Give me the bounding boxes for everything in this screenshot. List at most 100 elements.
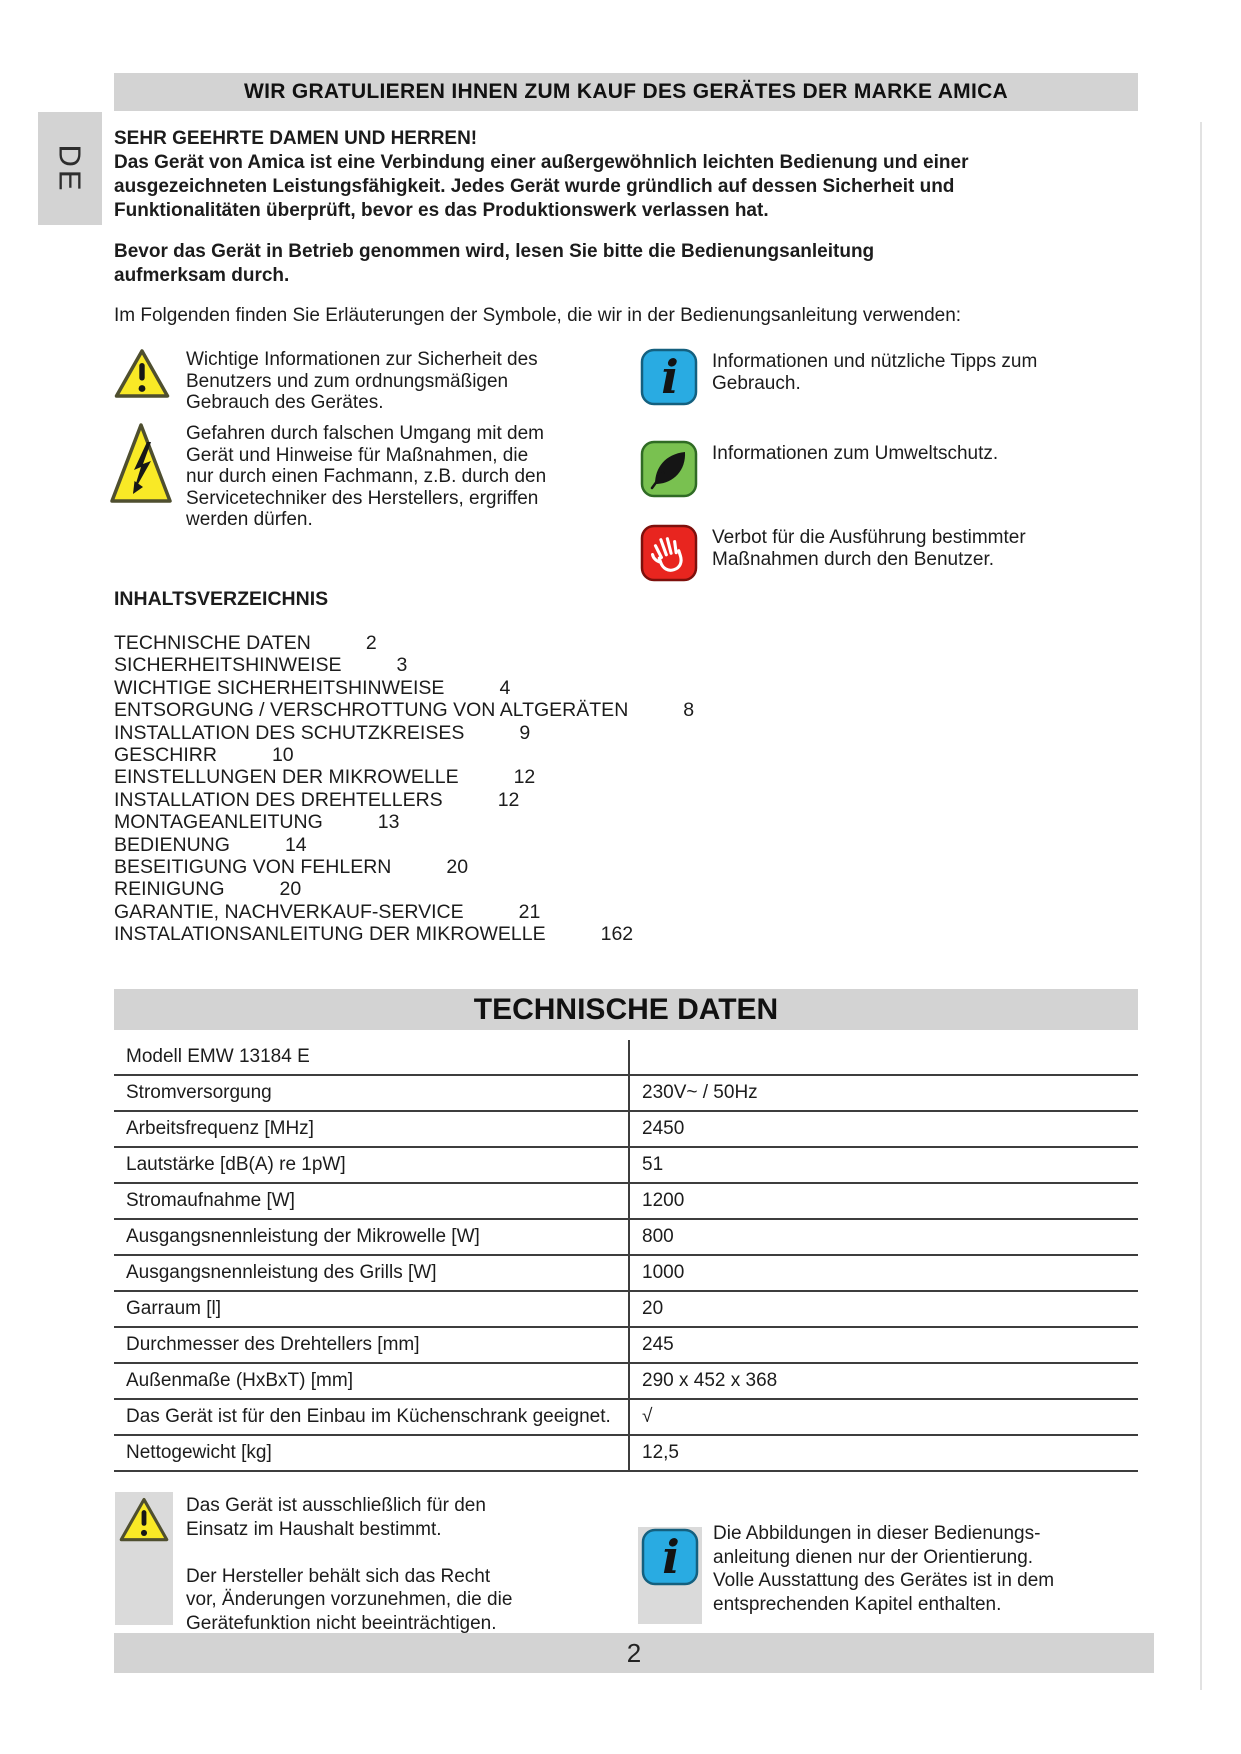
table-row: Durchmesser des Drehtellers [mm] 245: [114, 1328, 1138, 1364]
toc-item-label: EINSTELLUNGEN DER MIKROWELLE: [114, 766, 459, 789]
table-row-value: 230V~ / 50Hz: [628, 1076, 1138, 1110]
legend-text: Informationen zum Umweltschutz.: [712, 443, 999, 464]
toc-heading: INHALTSVERZEICHNIS: [114, 588, 329, 610]
table-row-label: Durchmesser des Drehtellers [mm]: [126, 1334, 420, 1355]
toc-item-label: ENTSORGUNG / VERSCHROTTUNG VON ALTGERÄTE…: [114, 699, 629, 722]
stop-hand-icon: [640, 524, 698, 587]
toc-item: EINSTELLUNGEN DER MIKROWELLE 12: [114, 766, 694, 788]
info-icon: i: [641, 1528, 699, 1591]
toc-item-label: GESCHIRR: [114, 744, 217, 767]
toc-item: BEDIENUNG 14: [114, 834, 694, 856]
table-row-label: Lautstärke [dB(A) re 1pW]: [126, 1154, 346, 1175]
toc-item-label: TECHNISCHE DATEN: [114, 632, 311, 654]
toc-item-label: WICHTIGE SICHERHEITSHINWEISE: [114, 676, 445, 699]
svg-text:i: i: [662, 1530, 679, 1584]
table-row-label: Stromaufnahme [W]: [126, 1190, 295, 1211]
legend-text: Verbot für die Ausführung bestimmter Maß…: [712, 527, 1026, 570]
intro-paragraph: Das Gerät von Amica ist eine Verbindung …: [114, 152, 969, 221]
toc-item-page: 12: [497, 788, 520, 811]
toc-item-label: GARANTIE, NACHVERKAUF-SERVICE: [114, 900, 464, 923]
toc-item-page: 4: [499, 676, 511, 699]
toc-item-page: 14: [284, 833, 307, 856]
toc-item: SICHERHEITSHINWEISE 3: [114, 654, 694, 676]
electric-hazard-icon: [108, 420, 174, 513]
toc-item-page: 10: [271, 744, 294, 767]
legend-item-info: i Informationen und nützliche Tipps zum …: [640, 348, 1072, 411]
toc-item-page: 12: [513, 766, 536, 789]
toc-item-label: REINIGUNG: [114, 878, 225, 901]
toc-item-page: 8: [683, 699, 695, 722]
toc-item: ENTSORGUNG / VERSCHROTTUNG VON ALTGERÄTE…: [114, 699, 694, 721]
language-tab: DE: [38, 112, 102, 225]
table-row-label: Modell EMW 13184 E: [126, 1046, 310, 1067]
tech-data-table: Modell EMW 13184 E Stromversorgung 230V~ /…: [114, 1040, 1138, 1472]
table-row-value: 1200: [628, 1184, 1138, 1218]
svg-text:i: i: [661, 350, 678, 404]
toc-item-page: 20: [446, 856, 469, 879]
toc-item-label: INSTALLATION DES SCHUTZKREISES: [114, 721, 465, 744]
toc-item-page: 13: [377, 811, 400, 834]
page-title: WIR GRATULIEREN IHNEN ZUM KAUF DES GERÄT…: [114, 73, 1138, 111]
scan-edge-line: [1200, 122, 1202, 1690]
toc-item-label: INSTALLATION DES DREHTELLERS: [114, 788, 443, 811]
info-icon: i: [640, 348, 698, 411]
toc-item: INSTALLATION DES DREHTELLERS 12: [114, 789, 694, 811]
intro-section: SEHR GEEHRTE DAMEN UND HERREN! Das Gerät…: [114, 127, 1126, 328]
table-row-label: Arbeitsfrequenz [MHz]: [126, 1118, 314, 1139]
salutation: SEHR GEEHRTE DAMEN UND HERREN!: [114, 128, 478, 149]
table-row-value: √: [628, 1400, 1138, 1434]
toc-item-page: 3: [396, 654, 408, 677]
table-row-value: 1000: [628, 1256, 1138, 1290]
leaf-icon: [640, 440, 698, 503]
legend-item-warning: Wichtige Informationen zur Sicherheit de…: [112, 346, 586, 414]
toc-item-label: MONTAGEANLEITUNG: [114, 811, 323, 834]
table-row: Garraum [l] 20: [114, 1292, 1138, 1328]
illustrations-note-text: Die Abbildungen in dieser Bedienungs- an…: [713, 1523, 1055, 1615]
table-row-label: Nettogewicht [kg]: [126, 1442, 272, 1463]
legend-item-prohibition: Verbot für die Ausführung bestimmter Maß…: [640, 524, 1072, 587]
toc-item: MONTAGEANLEITUNG 13: [114, 811, 694, 833]
warning-triangle-icon: [112, 346, 172, 407]
table-row-value: 245: [628, 1328, 1138, 1362]
table-row: Das Gerät ist für den Einbau im Küchensc…: [114, 1400, 1138, 1436]
legend-text: Wichtige Informationen zur Sicherheit de…: [186, 349, 538, 413]
toc-item: TECHNISCHE DATEN 2: [114, 632, 694, 654]
table-row-value: [628, 1040, 1138, 1074]
toc-item-page: 21: [518, 900, 541, 923]
toc-item: REINIGUNG 20: [114, 878, 694, 900]
toc-item-label: BESEITIGUNG VON FEHLERN: [114, 856, 392, 879]
warning-triangle-icon: [117, 1495, 171, 1550]
table-row-value: 2450: [628, 1112, 1138, 1146]
table-row-label: Ausgangsnennleistung der Mikrowelle [W]: [126, 1226, 480, 1247]
table-row: Außenmaße (HxBxT) [mm] 290 x 452 x 368: [114, 1364, 1138, 1400]
table-row-label: Das Gerät ist für den Einbau im Küchensc…: [126, 1406, 611, 1427]
toc-item-page: 20: [279, 878, 302, 901]
toc-item: GARANTIE, NACHVERKAUF-SERVICE 21: [114, 901, 694, 923]
toc-item: INSTALLATION DES SCHUTZKREISES 9: [114, 722, 694, 744]
table-row: Modell EMW 13184 E: [114, 1040, 1138, 1076]
legend-item-eco: Informationen zum Umweltschutz.: [640, 440, 1072, 503]
table-row: Ausgangsnennleistung der Mikrowelle [W] 8…: [114, 1220, 1138, 1256]
table-row-value: 800: [628, 1220, 1138, 1254]
read-notice: Bevor das Gerät in Betrieb genommen wird…: [114, 241, 875, 286]
table-row: Lautstärke [dB(A) re 1pW] 51: [114, 1148, 1138, 1184]
domestic-note-text: Das Gerät ist ausschließlich für den Ein…: [186, 1495, 513, 1634]
table-row: Stromversorgung 230V~ / 50Hz: [114, 1076, 1138, 1112]
domestic-note-icon-block: [115, 1492, 173, 1625]
table-row: Arbeitsfrequenz [MHz] 2450: [114, 1112, 1138, 1148]
table-row-label: Ausgangsnennleistung des Grills [W]: [126, 1262, 437, 1283]
table-row-value: 51: [628, 1148, 1138, 1182]
toc-item: WICHTIGE SICHERHEITSHINWEISE 4: [114, 677, 694, 699]
table-row-value: 20: [628, 1292, 1138, 1326]
table-row: Ausgangsnennleistung des Grills [W] 1000: [114, 1256, 1138, 1292]
table-row-label: Außenmaße (HxBxT) [mm]: [126, 1370, 353, 1391]
page-number: 2: [114, 1633, 1154, 1673]
toc-item-page: 162: [600, 923, 634, 946]
legend-text: Informationen und nützliche Tipps zum Ge…: [712, 351, 1038, 394]
toc-item-label: INSTALATIONSANLEITUNG DER MIKROWELLE: [114, 923, 546, 946]
toc-item: BESEITIGUNG VON FEHLERN 20: [114, 856, 694, 878]
language-tab-label: DE: [52, 143, 88, 194]
table-row-label: Garraum [l]: [126, 1298, 222, 1319]
symbols-intro: Im Folgenden finden Sie Erläuterungen de…: [114, 305, 962, 326]
